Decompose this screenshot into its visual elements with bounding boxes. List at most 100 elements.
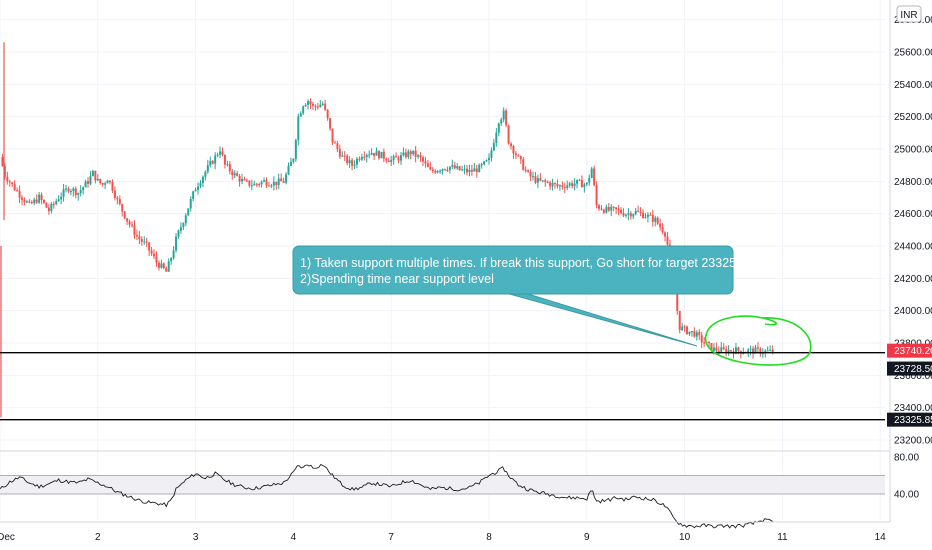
candle-body — [495, 132, 498, 144]
candle-body — [189, 198, 192, 209]
candle-body — [341, 155, 344, 157]
candle-body — [536, 178, 539, 183]
y-tick-label: 25600.00 — [894, 48, 932, 59]
candle-body — [475, 168, 478, 173]
candle-body — [96, 178, 99, 181]
candle-body — [502, 110, 505, 120]
candle-body — [287, 165, 290, 175]
candle-body — [370, 152, 373, 155]
candle-body — [387, 160, 390, 163]
candle-body — [216, 154, 219, 156]
candle-body — [172, 250, 175, 259]
candle-body — [285, 174, 288, 183]
candle-body — [541, 180, 544, 182]
candle-body — [314, 105, 317, 107]
candle-body — [219, 151, 222, 155]
x-tick-label: 14 — [875, 532, 887, 543]
candle-body — [365, 154, 368, 158]
candle-body — [201, 176, 204, 184]
annotation-layer[interactable]: 1) Taken support multiple times. If brea… — [292, 245, 812, 366]
candle-body — [639, 211, 642, 213]
candle-body — [600, 208, 603, 210]
oscillator-line — [0, 463, 773, 529]
candle-body — [209, 161, 212, 166]
candle-body — [634, 210, 637, 215]
candle-body — [392, 156, 395, 160]
candle-body — [734, 347, 737, 354]
candle-body — [585, 182, 588, 185]
candle-body — [414, 150, 417, 157]
candle-body — [307, 101, 310, 105]
candle-body — [382, 151, 385, 159]
x-tick-label: 10 — [679, 532, 691, 543]
candle-body — [742, 352, 745, 354]
candle-body — [116, 197, 119, 199]
candle-body — [417, 155, 420, 157]
candle-body — [145, 241, 148, 243]
candle-body — [194, 189, 197, 192]
candle-body — [500, 119, 503, 124]
candle-body — [77, 193, 80, 196]
candle-body — [747, 349, 750, 353]
candle-body — [253, 183, 256, 186]
highlight-ellipse[interactable] — [704, 315, 812, 366]
candle-body — [510, 143, 513, 147]
candle-body — [50, 203, 53, 212]
candle-body — [360, 156, 363, 160]
candle-body — [532, 176, 535, 178]
candle-body — [754, 347, 757, 354]
candle-body — [769, 349, 772, 351]
currency-label: INR — [900, 10, 917, 21]
candle-body — [214, 155, 217, 164]
candle-body — [192, 191, 195, 199]
candle-body — [666, 236, 669, 245]
y-tick-label: 24800.00 — [894, 177, 932, 188]
candle-body — [368, 154, 371, 156]
candle-body — [346, 155, 349, 164]
candle-body — [522, 159, 525, 170]
candle-body — [333, 142, 336, 144]
currency-badge[interactable]: INR — [896, 5, 922, 23]
candle-body — [275, 181, 278, 185]
candle-body — [348, 160, 351, 164]
x-tick-label: 8 — [486, 532, 492, 543]
annotation-callout[interactable] — [292, 245, 734, 295]
candle-body — [615, 207, 618, 210]
candle-body — [358, 158, 361, 160]
candle-body — [766, 350, 769, 352]
candle-body — [544, 180, 547, 182]
candle-body — [270, 185, 273, 187]
candle-body — [580, 179, 583, 188]
candle-body — [74, 188, 77, 196]
price-badge — [887, 361, 932, 376]
candle-body — [62, 189, 65, 197]
candle-body — [30, 202, 33, 204]
candle-body — [646, 214, 649, 218]
candle-body — [395, 156, 398, 158]
x-tick-label: 11 — [777, 532, 788, 543]
candle-body — [607, 207, 610, 211]
candle-body — [11, 182, 14, 185]
candle-body — [148, 242, 151, 251]
candle-body — [551, 183, 554, 187]
candle-body — [187, 208, 190, 216]
candle-body — [355, 158, 358, 165]
candle-body — [118, 198, 121, 205]
candle-body — [236, 173, 239, 177]
candle-body — [363, 156, 366, 158]
price-badges: 23740.20 23728.50 23325.85 — [887, 343, 932, 427]
candle-body — [67, 188, 70, 192]
candle-body — [373, 152, 376, 156]
candle-body — [431, 169, 434, 172]
candle-body — [561, 185, 564, 187]
candle-body — [514, 153, 517, 156]
candle-body — [622, 213, 625, 216]
candle-body — [478, 164, 481, 173]
candle-body — [549, 182, 552, 187]
candle-body — [319, 104, 322, 108]
y-tick-label: 23600.00 — [894, 371, 932, 382]
candle-body — [343, 155, 346, 157]
candle-body — [554, 183, 557, 185]
candle-body — [463, 168, 466, 170]
candle-body — [524, 169, 527, 171]
